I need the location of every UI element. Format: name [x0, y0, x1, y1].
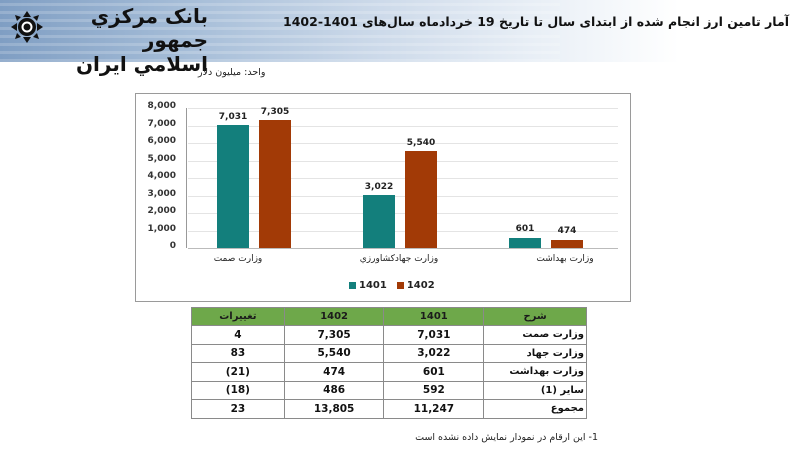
bank-name: بانک مرکزي جمهور اسلامي ايران — [48, 4, 208, 76]
cell-desc: وزارت جهاد — [483, 343, 587, 363]
bar-value-label: 7,305 — [260, 107, 290, 117]
summary-table: تغییرات 1402 1401 شرح 4 7,305 7,031 وزار… — [191, 307, 587, 419]
y-tick: 2,000 — [147, 206, 176, 216]
legend-swatch-icon — [396, 282, 404, 289]
y-tick: 5,000 — [147, 153, 176, 164]
header-change: تغییرات — [191, 307, 285, 326]
gridline — [188, 213, 618, 214]
table-row: (21) 474 601 وزارت بهداشت — [191, 362, 587, 382]
cell-1401: 592 — [383, 380, 485, 400]
category-label: وزارت بهداشت — [536, 254, 594, 264]
header-1402: 1402 — [283, 307, 385, 326]
gridline — [188, 230, 618, 232]
gridline — [188, 178, 618, 179]
bar-1402-jahad — [405, 151, 437, 248]
legend-item-1402: 1402 — [396, 280, 435, 291]
cell-1402: 474 — [283, 362, 385, 382]
header-desc: شرح — [483, 307, 587, 326]
table-row: 83 5,540 3,022 وزارت جهاد — [191, 343, 587, 363]
plot-area: 0 1,000 2,000 3,000 4,000 5,000 6,000 7,… — [148, 101, 618, 264]
legend-label: 1401 — [359, 280, 387, 291]
footnote: 1- این ارقام در نمودار نمایش داده نشده ا… — [415, 432, 598, 443]
bank-name-line2: اسلامي ايران — [75, 52, 208, 76]
bar-1402-behdasht — [551, 239, 583, 248]
cell-desc: مجموع — [483, 399, 587, 419]
page-title: آمار تامین ارز انجام شده از ابتدای سال ت… — [283, 14, 789, 29]
cell-desc: سایر (1) — [483, 380, 587, 400]
bar-1402-samt — [259, 120, 291, 248]
legend-label: 1402 — [406, 280, 435, 291]
cell-desc: وزارت صمت — [483, 325, 587, 345]
bar-value-label: 3,022 — [364, 182, 394, 192]
chart-legend: 1401 1402 — [349, 280, 435, 291]
gridline — [188, 160, 618, 162]
cell-change: 23 — [191, 399, 285, 419]
gridline — [188, 143, 618, 144]
bar-value-label: 7,031 — [218, 112, 248, 122]
category-label: وزارت جهادکشاورزي — [359, 254, 439, 264]
legend-item-1401: 1401 — [349, 280, 387, 291]
banner-texture — [0, 0, 560, 62]
category-label: وزارت صمت — [213, 254, 263, 264]
cell-1402: 486 — [283, 380, 385, 400]
cell-1401: 11,247 — [383, 399, 485, 419]
bar-1401-samt — [217, 125, 249, 248]
table-row-total: 23 13,805 11,247 مجموع — [191, 399, 587, 419]
bar-value-label: 601 — [515, 224, 535, 234]
y-tick: 4,000 — [147, 171, 176, 181]
x-axis-line — [188, 248, 618, 249]
bar-value-label: 474 — [557, 226, 577, 236]
cell-1401: 7,031 — [383, 325, 485, 345]
y-tick: 8,000 — [147, 101, 176, 111]
cell-1402: 7,305 — [283, 325, 385, 345]
y-tick: 6,000 — [147, 136, 176, 146]
bar-chart: 0 1,000 2,000 3,000 4,000 5,000 6,000 7,… — [135, 93, 631, 302]
y-tick: 1,000 — [147, 223, 176, 234]
bank-name-line1: بانک مرکزي جمهور — [90, 4, 208, 52]
bar-1401-behdasht — [509, 237, 541, 248]
table-row: 4 7,305 7,031 وزارت صمت — [191, 325, 587, 345]
cell-desc: وزارت بهداشت — [483, 362, 587, 382]
cell-1402: 5,540 — [283, 343, 385, 363]
legend-swatch-icon — [349, 282, 356, 289]
central-bank-logo-icon — [11, 11, 43, 43]
header-banner: بانک مرکزي جمهور اسلامي ايران آمار تامین… — [0, 0, 799, 76]
bar-1401-jahad — [363, 195, 395, 248]
table-header-row: تغییرات 1402 1401 شرح — [191, 307, 587, 326]
bar-value-label: 5,540 — [406, 138, 436, 148]
gridline — [188, 125, 618, 127]
unit-label: واحد: ميليون دلار — [198, 67, 266, 78]
table-row: (18) 486 592 سایر (1) — [191, 380, 587, 400]
cell-change: 4 — [191, 325, 285, 345]
gridline — [188, 108, 618, 109]
cell-change: (21) — [191, 362, 285, 382]
cell-1401: 3,022 — [383, 343, 485, 363]
cell-change: (18) — [191, 380, 285, 400]
gridline — [188, 195, 618, 197]
cell-1402: 13,805 — [283, 399, 385, 419]
header-1401: 1401 — [383, 307, 485, 326]
y-axis-line — [186, 108, 187, 248]
cell-change: 83 — [191, 343, 285, 363]
cell-1401: 601 — [383, 362, 485, 382]
y-tick: 0 — [169, 241, 176, 251]
y-tick: 7,000 — [147, 118, 176, 129]
y-tick: 3,000 — [147, 188, 176, 199]
